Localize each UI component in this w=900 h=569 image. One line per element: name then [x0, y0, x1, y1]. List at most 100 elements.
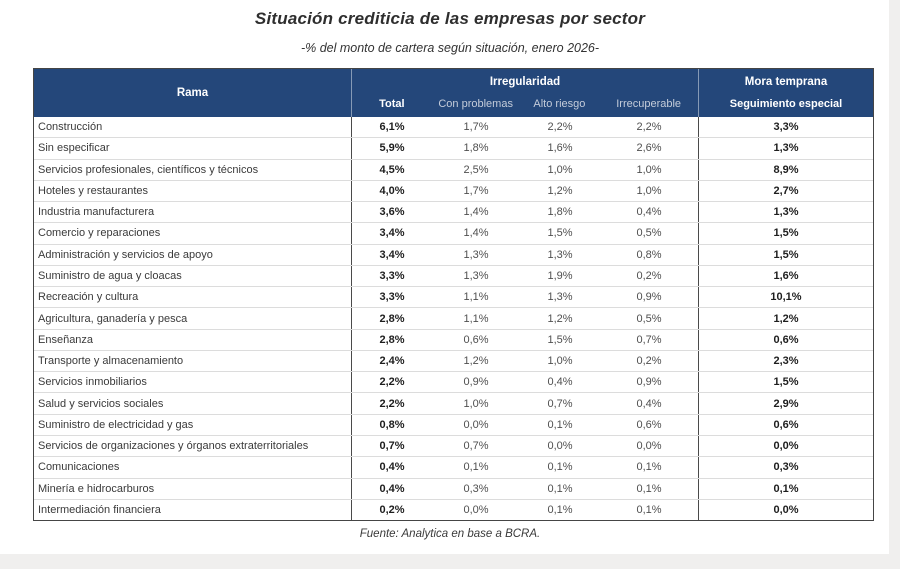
cell-seguimiento-especial: 1,6% — [773, 269, 799, 282]
cell-irrecuperable: 0,8% — [600, 244, 699, 265]
cell-alto-riesgo: 0,1% — [547, 482, 573, 495]
cell-total: 4,0% — [379, 184, 405, 197]
cell-alto-riesgo: 0,4% — [547, 376, 573, 389]
cell-alto-riesgo: 0,1% — [547, 418, 573, 431]
cell-seguimiento-especial: 1,2% — [773, 312, 799, 325]
cell-con-problemas: 1,0% — [463, 397, 489, 410]
cell-seguimiento-especial: 2,9% — [773, 397, 799, 410]
group-label-irregularidad: Irregularidad — [489, 75, 561, 88]
cell-rama: Minería e hidrocarburos — [34, 478, 352, 499]
table-row: Agricultura, ganadería y pesca 2,8% 1,1%… — [34, 307, 873, 329]
cell-irrecuperable: 0,1% — [600, 478, 699, 499]
cell-alto-riesgo: 1,9% — [547, 269, 573, 282]
table-row: Hoteles y restaurantes 4,0% 1,7% 1,2% 1,… — [34, 179, 873, 202]
cell-rama: Transporte y almacenamiento — [34, 350, 352, 372]
cell-con-problemas: 0,7% — [463, 440, 489, 453]
cell-rama: Comunicaciones — [34, 457, 352, 478]
credit-situation-table: Rama Irregularidad Total Con problemas A… — [33, 68, 874, 521]
cell-rama: Suministro de electricidad y gas — [34, 414, 352, 435]
cell-seguimiento-especial: 1,5% — [773, 248, 799, 261]
table-row: Suministro de agua y cloacas 3,3% 1,3% 1… — [34, 264, 873, 287]
right-edge-strip — [889, 0, 900, 569]
table-row: Minería e hidrocarburos 0,4% 0,3% 0,1% 0… — [34, 477, 873, 499]
cell-seguimiento-especial: 0,6% — [773, 333, 799, 346]
cell-seguimiento-especial: 8,9% — [773, 163, 799, 176]
cell-con-problemas: 1,1% — [463, 312, 489, 325]
cell-total: 3,4% — [379, 227, 405, 240]
column-header-total: Total — [379, 98, 405, 110]
cell-irrecuperable: 0,1% — [600, 457, 699, 478]
cell-total: 2,8% — [379, 333, 405, 346]
column-header-seguimiento-especial: Seguimiento especial — [729, 98, 843, 110]
cell-total: 3,3% — [379, 269, 405, 282]
cell-irrecuperable: 0,4% — [600, 202, 699, 223]
cell-alto-riesgo: 1,0% — [547, 355, 573, 368]
irregularidad-subheaders: Total Con problemas Alto riesgo Irrecupe… — [352, 94, 698, 117]
table-row: Industria manufacturera 3,6% 1,4% 1,8% 0… — [34, 201, 873, 223]
cell-alto-riesgo: 1,8% — [547, 206, 573, 219]
cell-irrecuperable: 0,9% — [600, 287, 699, 308]
cell-alto-riesgo: 1,3% — [547, 248, 573, 261]
cell-rama: Servicios de organizaciones y órganos ex… — [34, 435, 352, 457]
source-note: Fuente: Analytica en base a BCRA. — [359, 528, 541, 540]
cell-alto-riesgo: 1,5% — [547, 227, 573, 240]
cell-con-problemas: 2,5% — [463, 163, 489, 176]
cell-irrecuperable: 0,2% — [600, 350, 699, 372]
table-row: Administración y servicios de apoyo 3,4%… — [34, 243, 873, 265]
cell-total: 0,2% — [379, 503, 405, 516]
cell-alto-riesgo: 0,7% — [547, 397, 573, 410]
column-header-alto-riesgo: Alto riesgo — [533, 98, 586, 110]
table-row: Suministro de electricidad y gas 0,8% 0,… — [34, 413, 873, 435]
cell-seguimiento-especial: 1,3% — [773, 142, 799, 155]
cell-alto-riesgo: 0,1% — [547, 461, 573, 474]
cell-con-problemas: 1,7% — [463, 121, 489, 134]
cell-total: 0,4% — [379, 482, 405, 495]
cell-seguimiento-especial: 0,0% — [773, 440, 799, 453]
figure-title: Situación crediticia de las empresas por… — [254, 9, 646, 28]
cell-irrecuperable: 0,5% — [600, 308, 699, 329]
cell-rama: Agricultura, ganadería y pesca — [34, 308, 352, 329]
cell-con-problemas: 1,3% — [463, 248, 489, 261]
table-row: Transporte y almacenamiento 2,4% 1,2% 1,… — [34, 349, 873, 372]
cell-con-problemas: 1,4% — [463, 206, 489, 219]
cell-con-problemas: 1,7% — [463, 184, 489, 197]
cell-alto-riesgo: 0,0% — [547, 440, 573, 453]
cell-irrecuperable: 0,0% — [600, 435, 699, 457]
cell-alto-riesgo: 1,3% — [547, 291, 573, 304]
table-row: Servicios profesionales, científicos y t… — [34, 158, 873, 180]
cell-irrecuperable: 2,6% — [600, 138, 699, 159]
cell-total: 2,2% — [379, 397, 405, 410]
cell-con-problemas: 1,8% — [463, 142, 489, 155]
group-label-mora-temprana: Mora temprana — [744, 75, 828, 88]
cell-rama: Hoteles y restaurantes — [34, 180, 352, 202]
figure-subtitle: -% del monto de cartera según situación,… — [300, 41, 600, 55]
cell-total: 3,4% — [379, 248, 405, 261]
cell-rama: Construcción — [34, 117, 352, 138]
cell-rama: Salud y servicios sociales — [34, 393, 352, 414]
cell-irrecuperable: 0,9% — [600, 372, 699, 393]
cell-alto-riesgo: 1,0% — [547, 163, 573, 176]
cell-con-problemas: 0,9% — [463, 376, 489, 389]
cell-irrecuperable: 0,1% — [600, 499, 699, 521]
cell-rama: Enseñanza — [34, 329, 352, 350]
cell-irrecuperable: 0,5% — [600, 223, 699, 244]
cell-total: 3,3% — [379, 291, 405, 304]
cell-con-problemas: 1,2% — [463, 355, 489, 368]
table-row: Servicios de organizaciones y órganos ex… — [34, 434, 873, 457]
cell-seguimiento-especial: 0,0% — [773, 503, 799, 516]
cell-con-problemas: 0,3% — [463, 482, 489, 495]
cell-con-problemas: 1,1% — [463, 291, 489, 304]
cell-con-problemas: 0,0% — [463, 503, 489, 516]
cell-rama: Recreación y cultura — [34, 287, 352, 308]
cell-total: 3,6% — [379, 206, 405, 219]
table-row: Sin especificar 5,9% 1,8% 1,6% 2,6% 1,3% — [34, 137, 873, 159]
cell-seguimiento-especial: 3,3% — [773, 121, 799, 134]
cell-total: 2,2% — [379, 376, 405, 389]
cell-alto-riesgo: 0,1% — [547, 503, 573, 516]
cell-seguimiento-especial: 1,5% — [773, 376, 799, 389]
table-body: Construcción 6,1% 1,7% 2,2% 2,2% 3,3% Si… — [34, 117, 873, 521]
cell-total: 6,1% — [379, 121, 405, 134]
cell-con-problemas: 1,3% — [463, 269, 489, 282]
cell-total: 0,7% — [379, 440, 405, 453]
cell-rama: Sin especificar — [34, 138, 352, 159]
